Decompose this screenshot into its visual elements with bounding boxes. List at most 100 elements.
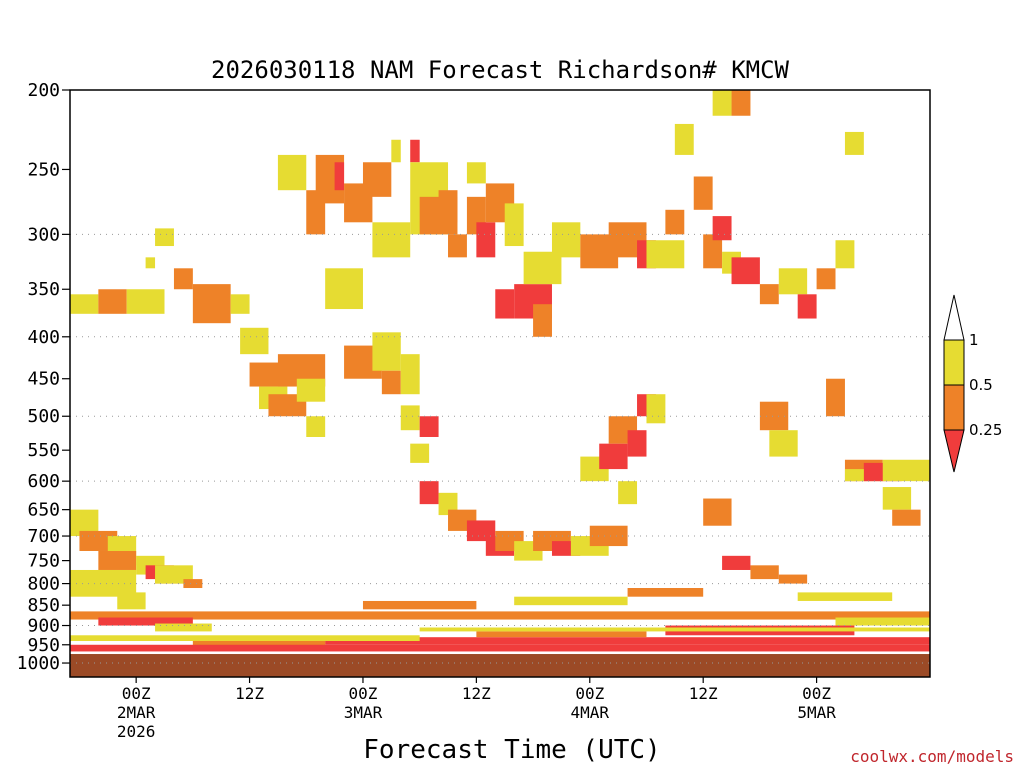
ri-cell bbox=[797, 294, 817, 319]
y-tick-label: 750 bbox=[27, 551, 60, 572]
ri-cell bbox=[381, 370, 401, 395]
ri-cell bbox=[759, 401, 789, 431]
ri-cell bbox=[70, 569, 137, 597]
ri-cell bbox=[211, 641, 326, 649]
ri-cell bbox=[731, 257, 760, 285]
ri-cell bbox=[627, 430, 647, 457]
ri-cell bbox=[145, 257, 156, 269]
ri-cell bbox=[155, 565, 193, 584]
x-tick-label: 3MAR bbox=[344, 703, 383, 722]
x-tick-label: 00Z bbox=[575, 684, 604, 703]
ri-cell bbox=[533, 304, 552, 337]
credit-text: coolwx.com/models bbox=[850, 747, 1014, 766]
y-tick-label: 400 bbox=[27, 327, 60, 348]
ri-cell bbox=[98, 550, 137, 570]
ri-cell bbox=[230, 294, 250, 314]
ri-cell bbox=[240, 327, 269, 355]
colorbar-label: 1 bbox=[969, 331, 979, 349]
ri-cell bbox=[98, 617, 193, 626]
colorbar-bottom-arrow bbox=[943, 429, 965, 473]
y-tick-label: 300 bbox=[27, 224, 60, 245]
ri-cell bbox=[391, 139, 401, 163]
ri-cell bbox=[173, 268, 193, 290]
ri-cell bbox=[778, 268, 808, 295]
ri-cell bbox=[296, 378, 326, 402]
y-tick-label: 600 bbox=[27, 471, 60, 492]
ri-cell bbox=[400, 405, 420, 431]
x-tick-label: 00Z bbox=[802, 684, 831, 703]
x-axis-label: Forecast Time (UTC) bbox=[363, 735, 660, 765]
x-tick-label: 00Z bbox=[122, 684, 151, 703]
y-axis-ticks: 200 250 300 350 400 450 500 550 600 650 700 7508008… bbox=[17, 80, 70, 674]
ri-cell bbox=[703, 498, 732, 526]
ri-cell bbox=[126, 289, 165, 314]
ri-cell bbox=[372, 222, 411, 258]
y-tick-label: 350 bbox=[27, 279, 60, 300]
ri-cell bbox=[816, 268, 836, 290]
y-tick-label: 950 bbox=[27, 635, 60, 656]
ri-cell bbox=[844, 131, 864, 155]
y-tick-label: 250 bbox=[27, 159, 60, 180]
ri-cell bbox=[277, 154, 307, 191]
ri-cell bbox=[504, 203, 524, 247]
ri-cell bbox=[835, 240, 855, 269]
ri-cell bbox=[192, 284, 231, 324]
ri-cell bbox=[183, 579, 203, 589]
ri-cell bbox=[419, 416, 439, 437]
ri-cell bbox=[476, 222, 496, 258]
ri-cell bbox=[495, 289, 515, 319]
ri-cell bbox=[419, 627, 930, 632]
x-tick-label: 00Z bbox=[349, 684, 378, 703]
ri-cell bbox=[410, 139, 420, 163]
colorbar-label: 0.25 bbox=[969, 421, 1002, 439]
ri-cell bbox=[438, 190, 458, 223]
ri-cell bbox=[438, 492, 458, 516]
y-tick-label: 500 bbox=[27, 406, 60, 427]
ri-cell bbox=[410, 443, 430, 463]
ground-layer bbox=[70, 654, 930, 677]
ri-cell bbox=[362, 162, 392, 197]
ri-cell bbox=[419, 481, 439, 505]
ri-cell bbox=[797, 592, 893, 601]
ri-cell bbox=[362, 600, 477, 610]
ri-cell bbox=[70, 635, 420, 642]
ri-cell bbox=[882, 487, 912, 510]
ri-cell bbox=[599, 443, 628, 470]
x-tick-label: 2026 bbox=[117, 722, 156, 741]
y-tick-label: 550 bbox=[27, 440, 60, 461]
ri-cell bbox=[70, 611, 930, 620]
ri-cell bbox=[325, 637, 930, 645]
y-tick-label: 650 bbox=[27, 500, 60, 521]
ri-cell bbox=[665, 209, 685, 235]
ri-cell bbox=[466, 520, 496, 542]
ri-cell bbox=[769, 430, 798, 457]
ri-cell bbox=[892, 509, 921, 526]
ri-cell bbox=[372, 332, 401, 371]
ri-cell bbox=[826, 378, 845, 417]
ri-cell bbox=[646, 240, 685, 269]
ri-cell bbox=[400, 354, 420, 395]
y-tick-label: 900 bbox=[27, 616, 60, 637]
ri-cell bbox=[750, 565, 779, 580]
ri-cell bbox=[618, 481, 638, 505]
chart-title: 2026030118 NAM Forecast Richardson# KMCW bbox=[211, 56, 790, 84]
ri-cell bbox=[268, 394, 307, 417]
ri-cell bbox=[627, 588, 704, 597]
x-tick-label: 2MAR bbox=[117, 703, 156, 722]
colorbar-label: 0.5 bbox=[969, 376, 993, 394]
ri-cell bbox=[155, 623, 212, 632]
richardson-cells bbox=[70, 90, 930, 677]
ri-cell bbox=[325, 268, 363, 310]
ri-cell bbox=[844, 469, 864, 482]
plot-frame bbox=[69, 89, 931, 678]
x-tick-label: 12Z bbox=[462, 684, 491, 703]
ri-cell bbox=[835, 617, 930, 626]
y-tick-label: 1000 bbox=[17, 653, 60, 674]
ri-cell bbox=[466, 162, 486, 184]
ri-cell bbox=[712, 216, 732, 241]
ri-cell bbox=[693, 176, 713, 210]
ri-cell bbox=[589, 525, 628, 547]
ri-cell bbox=[778, 574, 808, 584]
colorbar-orange bbox=[943, 384, 965, 431]
